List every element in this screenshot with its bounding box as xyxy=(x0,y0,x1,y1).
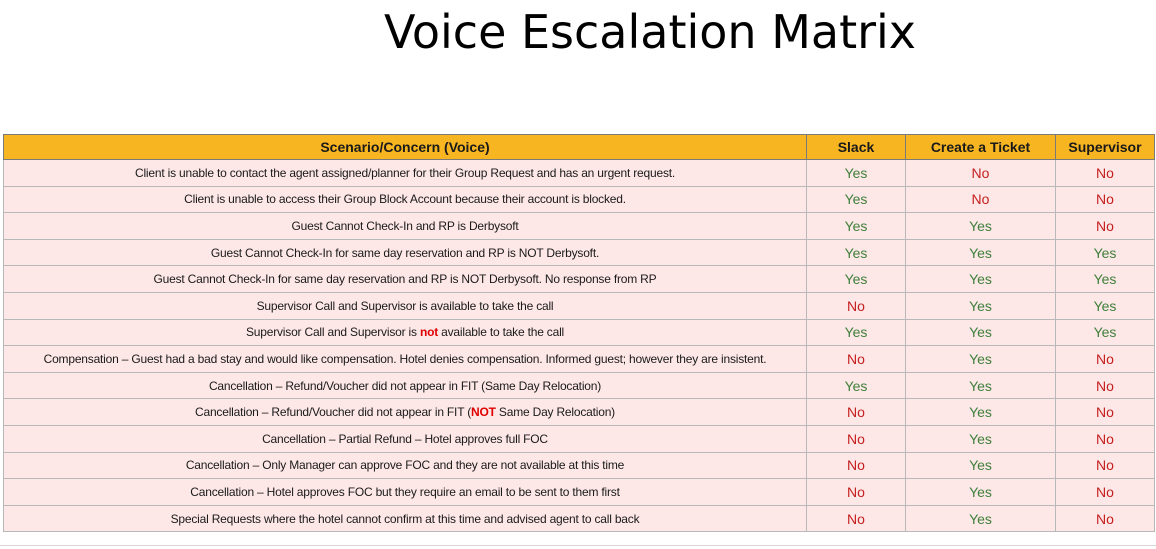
supervisor-cell: No xyxy=(1055,478,1155,506)
scenario-cell: Cancellation – Refund/Voucher did not ap… xyxy=(3,398,807,426)
scenario-text: Special Requests where the hotel cannot … xyxy=(170,511,640,526)
scenario-cell: Guest Cannot Check-In for same day reser… xyxy=(3,238,807,267)
slack-cell: No xyxy=(806,478,906,506)
slack-cell: No xyxy=(806,504,906,533)
slack-cell: Yes xyxy=(806,238,906,267)
table-body: Client is unable to contact the agent as… xyxy=(3,159,1155,533)
slack-cell: Yes xyxy=(806,159,906,187)
scenario-cell: Cancellation – Partial Refund – Hotel ap… xyxy=(3,424,807,453)
create-ticket-cell: Yes xyxy=(905,291,1056,320)
header-supervisor: Supervisor xyxy=(1055,134,1155,160)
supervisor-cell: Yes xyxy=(1055,291,1155,320)
scenario-text: Cancellation – Refund/Voucher did not ap… xyxy=(208,378,602,393)
table-row: Cancellation – Refund/Voucher did not ap… xyxy=(3,398,1155,426)
table-row: Cancellation – Only Manager can approve … xyxy=(3,451,1155,480)
slack-cell: Yes xyxy=(806,371,906,400)
header-slack: Slack xyxy=(806,134,906,160)
supervisor-cell: No xyxy=(1055,345,1155,373)
table-row: Cancellation – Refund/Voucher did not ap… xyxy=(3,371,1155,400)
slack-cell: Yes xyxy=(806,318,906,347)
scenario-cell: Guest Cannot Check-In and RP is Derbysof… xyxy=(3,212,807,240)
scenario-emphasis: NOT xyxy=(471,405,496,420)
scenario-text: Client is unable to access their Group B… xyxy=(184,192,626,207)
table-row: Guest Cannot Check-In for same day reser… xyxy=(3,265,1155,293)
supervisor-cell: No xyxy=(1055,159,1155,187)
create-ticket-cell: Yes xyxy=(905,345,1056,373)
table-row: Supervisor Call and Supervisor is not av… xyxy=(3,318,1155,347)
create-ticket-cell: No xyxy=(905,159,1056,187)
slack-cell: No xyxy=(806,291,906,320)
create-ticket-cell: Yes xyxy=(905,318,1056,347)
supervisor-cell: Yes xyxy=(1055,238,1155,267)
header-scenario: Scenario/Concern (Voice) xyxy=(3,134,807,160)
scenario-text: Guest Cannot Check-In for same day reser… xyxy=(153,272,657,287)
scenario-text-suffix: Same Day Relocation) xyxy=(495,405,615,420)
scenario-cell: Special Requests where the hotel cannot … xyxy=(3,504,807,533)
create-ticket-cell: Yes xyxy=(905,212,1056,240)
supervisor-cell: No xyxy=(1055,398,1155,426)
scenario-cell: Compensation – Guest had a bad stay and … xyxy=(3,345,807,373)
scenario-text: Cancellation – Refund/Voucher did not ap… xyxy=(195,405,472,420)
scenario-cell: Supervisor Call and Supervisor is not av… xyxy=(3,318,807,347)
scenario-text-suffix: available to take the call xyxy=(438,325,565,340)
slack-cell: No xyxy=(806,398,906,426)
supervisor-cell: Yes xyxy=(1055,318,1155,347)
table-row: Client is unable to access their Group B… xyxy=(3,185,1155,214)
slack-cell: Yes xyxy=(806,185,906,214)
slack-cell: No xyxy=(806,424,906,453)
scenario-text: Supervisor Call and Supervisor is availa… xyxy=(256,298,554,313)
table-row: Cancellation – Hotel approves FOC but th… xyxy=(3,478,1155,506)
scenario-text: Cancellation – Partial Refund – Hotel ap… xyxy=(262,431,548,446)
create-ticket-cell: Yes xyxy=(905,238,1056,267)
table-row: Special Requests where the hotel cannot … xyxy=(3,504,1155,533)
supervisor-cell: No xyxy=(1055,212,1155,240)
supervisor-cell: No xyxy=(1055,504,1155,533)
table-row: Compensation – Guest had a bad stay and … xyxy=(3,345,1155,373)
scenario-text: Client is unable to contact the agent as… xyxy=(134,165,676,180)
table-row: Guest Cannot Check-In and RP is Derbysof… xyxy=(3,212,1155,240)
scenario-text: Cancellation – Only Manager can approve … xyxy=(185,458,625,473)
slack-cell: No xyxy=(806,451,906,480)
create-ticket-cell: No xyxy=(905,185,1056,214)
slack-cell: Yes xyxy=(806,212,906,240)
scenario-text: Cancellation – Hotel approves FOC but th… xyxy=(190,484,620,499)
table-row: Supervisor Call and Supervisor is availa… xyxy=(3,291,1155,320)
scenario-text: Guest Cannot Check-In and RP is Derbysof… xyxy=(291,218,519,233)
supervisor-cell: No xyxy=(1055,371,1155,400)
scenario-cell: Guest Cannot Check-In for same day reser… xyxy=(3,265,807,293)
scenario-cell: Client is unable to contact the agent as… xyxy=(3,159,807,187)
table-row: Guest Cannot Check-In for same day reser… xyxy=(3,238,1155,267)
slack-cell: Yes xyxy=(806,265,906,293)
create-ticket-cell: Yes xyxy=(905,371,1056,400)
supervisor-cell: Yes xyxy=(1055,265,1155,293)
scenario-cell: Client is unable to access their Group B… xyxy=(3,185,807,214)
table-row: Cancellation – Partial Refund – Hotel ap… xyxy=(3,424,1155,453)
create-ticket-cell: Yes xyxy=(905,424,1056,453)
create-ticket-cell: Yes xyxy=(905,265,1056,293)
scenario-cell: Cancellation – Only Manager can approve … xyxy=(3,451,807,480)
create-ticket-cell: Yes xyxy=(905,478,1056,506)
supervisor-cell: No xyxy=(1055,185,1155,214)
slack-cell: No xyxy=(806,345,906,373)
scenario-text: Guest Cannot Check-In for same day reser… xyxy=(210,245,600,260)
page-title: Voice Escalation Matrix xyxy=(383,5,917,59)
scenario-text: Compensation – Guest had a bad stay and … xyxy=(43,351,767,366)
scenario-cell: Cancellation – Refund/Voucher did not ap… xyxy=(3,371,807,400)
create-ticket-cell: Yes xyxy=(905,504,1056,533)
scenario-cell: Cancellation – Hotel approves FOC but th… xyxy=(3,478,807,506)
create-ticket-cell: Yes xyxy=(905,451,1056,480)
header-create-ticket: Create a Ticket xyxy=(905,134,1056,160)
divider xyxy=(0,545,1156,546)
create-ticket-cell: Yes xyxy=(905,398,1056,426)
scenario-cell: Supervisor Call and Supervisor is availa… xyxy=(3,291,807,320)
table-header-row: Scenario/Concern (Voice) Slack Create a … xyxy=(3,134,1155,160)
supervisor-cell: No xyxy=(1055,451,1155,480)
escalation-matrix-table: Scenario/Concern (Voice) Slack Create a … xyxy=(3,134,1155,533)
table-row: Client is unable to contact the agent as… xyxy=(3,159,1155,187)
supervisor-cell: No xyxy=(1055,424,1155,453)
scenario-text: Supervisor Call and Supervisor is xyxy=(245,325,420,340)
scenario-emphasis: not xyxy=(419,325,438,340)
